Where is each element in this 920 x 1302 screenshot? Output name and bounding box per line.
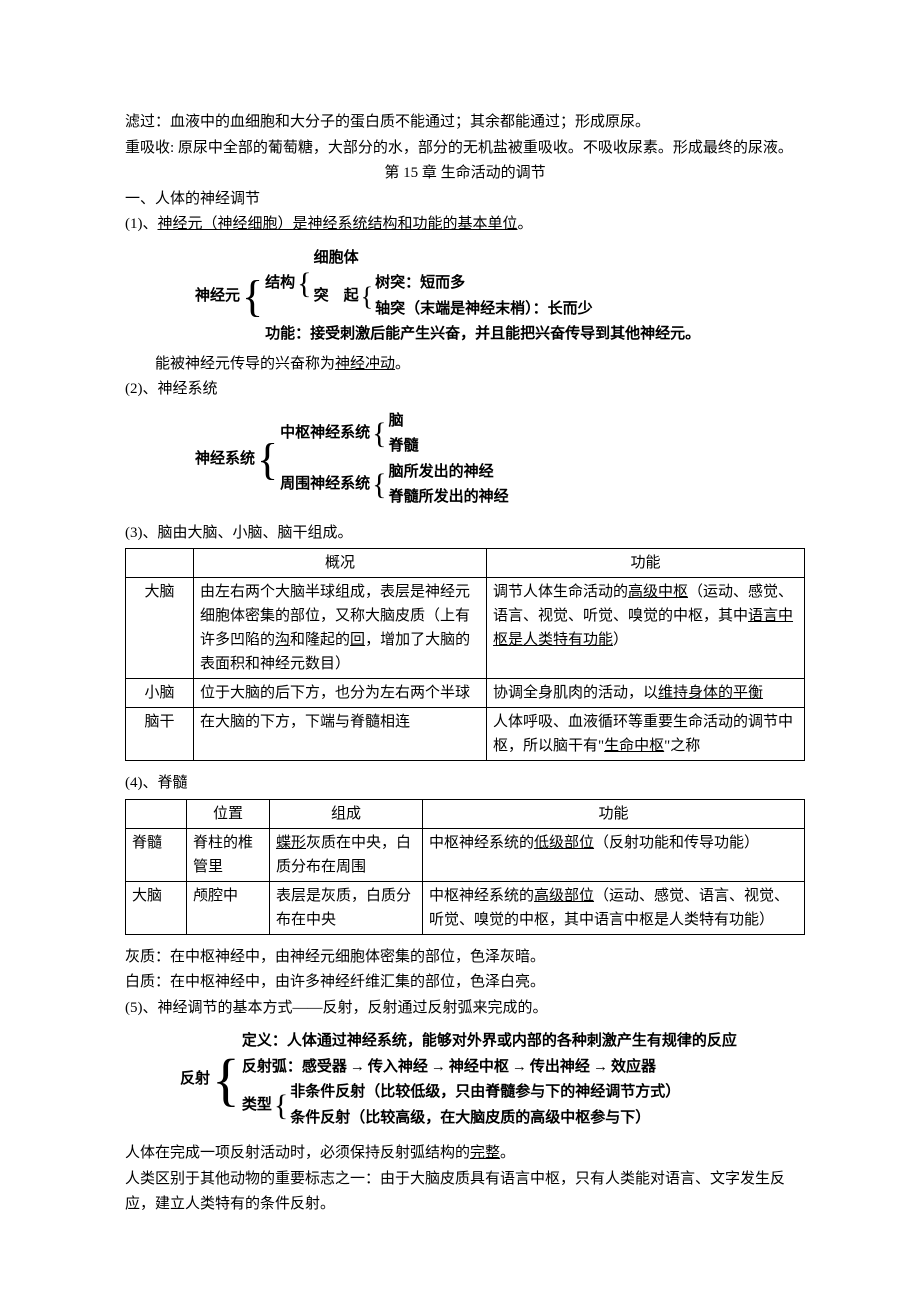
brain-nerves-label: 脑所发出的神经: [389, 460, 509, 486]
t2r2c1: 大脑: [126, 881, 187, 934]
t1r3c2: 在大脑的下方，下端与脊髓相连: [194, 708, 487, 761]
reflex-arc-line: 反射弧： 感受器 → 传入神经 → 神经中枢 → 传出神经 → 效应器: [242, 1055, 737, 1081]
arrow-icon: →: [593, 1055, 608, 1081]
item1-prefix: (1)、: [125, 216, 158, 232]
section-1-item-5: (5)、神经调节的基本方式——反射，反射通过反射弧来完成的。: [125, 996, 805, 1022]
unconditioned-reflex: 非条件反射（比较低级，只由脊髓参与下的神经调节方式）: [290, 1080, 680, 1106]
impulse-underline: 神经冲动: [335, 356, 395, 372]
section-1-item-4: (4)、脊髓: [125, 771, 805, 797]
reflex-bracket-diagram: 反射 { 定义：人体通过神经系统，能够对外界或内部的各种刺激产生有规律的反应 反…: [180, 1029, 805, 1131]
structure-label: 结构: [265, 271, 295, 297]
table-row: 小脑 位于大脑的后下方，也分为左右两个半球 协调全身肌肉的活动，以维持身体的平衡: [126, 679, 805, 708]
t1-h2: 概况: [194, 549, 487, 578]
brace-icon: {: [212, 1051, 240, 1109]
chapter-title: 第 15 章 生命活动的调节: [125, 161, 805, 187]
t1r1c1: 大脑: [126, 578, 194, 679]
intro-line-1: 滤过：血液中的血细胞和大分子的蛋白质不能通过；其余都能通过；形成原尿。: [125, 110, 805, 136]
brain-label: 脑: [389, 409, 419, 435]
arc-center: 神经中枢: [449, 1055, 509, 1081]
brace-icon: {: [257, 438, 278, 482]
spinal-cord-table: 位置 组成 功能 脊髓 脊柱的椎管里 蝶形灰质在中央，白质分布在周围 中枢神经系…: [125, 799, 805, 935]
table-row: 脑干 在大脑的下方，下端与脊髓相连 人体呼吸、血液循环等重要生命活动的调节中枢，…: [126, 708, 805, 761]
t2-h2: 位置: [187, 799, 270, 828]
impulse-pre: 能被神经元传导的兴奋称为: [155, 356, 335, 372]
reflex-root: 反射: [180, 1067, 210, 1093]
intro-line-2: 重吸收: 原尿中全部的葡萄糖，大部分的水，部分的无机盐被重吸收。不吸收尿素。形成…: [125, 136, 805, 162]
nerve-impulse-line: 能被神经元传导的兴奋称为神经冲动。: [125, 352, 805, 378]
nervous-system-root: 神经系统: [195, 447, 255, 473]
arrow-icon: →: [350, 1055, 365, 1081]
t1r2c2: 位于大脑的后下方，也分为左右两个半球: [194, 679, 487, 708]
neuron-bracket-diagram: 神经元 { 结构 { 细胞体 突 起 { 树突：短而多 轴突（末端是神经末梢）：…: [195, 246, 805, 348]
function-label: 功能：接受刺激后能产生兴奋，并且能把兴奋传导到其他神经元。: [265, 322, 700, 348]
gray-matter-line: 灰质：在中枢神经中，由神经元细胞体密集的部位，色泽灰暗。: [125, 945, 805, 971]
t2-h4: 功能: [423, 799, 805, 828]
table-row: 大脑 由左右两个大脑半球组成，表层是神经元细胞体密集的部位，又称大脑皮质（上有许…: [126, 578, 805, 679]
brace-icon: {: [372, 470, 386, 500]
table-row: 大脑 颅腔中 表层是灰质，白质分布在中央 中枢神经系统的高级部位（运动、感觉、语…: [126, 881, 805, 934]
cell-body-label: 细胞体: [314, 246, 593, 272]
t2r2c2: 颅腔中: [187, 881, 270, 934]
conditioned-reflex: 条件反射（比较高级，在大脑皮质的高级中枢参与下）: [290, 1106, 680, 1132]
section-1-heading: 一、人体的神经调节: [125, 187, 805, 213]
table-row: 脊髓 脊柱的椎管里 蝶形灰质在中央，白质分布在周围 中枢神经系统的低级部位（反射…: [126, 828, 805, 881]
brace-icon: {: [274, 1091, 288, 1121]
t2r1c4: 中枢神经系统的低级部位（反射功能和传导功能）: [423, 828, 805, 881]
brace-icon: {: [361, 284, 373, 310]
t1r1c3: 调节人体生命活动的高级中枢（运动、感觉、语言、视觉、听觉、嗅觉的中枢，其中语言中…: [487, 578, 805, 679]
t1r2c1: 小脑: [126, 679, 194, 708]
brace-icon: {: [297, 269, 311, 299]
t1-h3: 功能: [487, 549, 805, 578]
closing-line-2: 人类区别于其他动物的重要标志之一：由于大脑皮质具有语言中枢，只有人类能对语言、文…: [125, 1167, 805, 1218]
arc-afferent: 传入神经: [368, 1055, 428, 1081]
brace-icon: {: [242, 275, 263, 319]
spinal-nerves-label: 脊髓所发出的神经: [389, 485, 509, 511]
t2r2c3: 表层是灰质，白质分布在中央: [270, 881, 423, 934]
arrow-icon: →: [431, 1055, 446, 1081]
t1r3c3: 人体呼吸、血液循环等重要生命活动的调节中枢，所以脑干有"生命中枢"之称: [487, 708, 805, 761]
arc-efferent: 传出神经: [530, 1055, 590, 1081]
t2-h3: 组成: [270, 799, 423, 828]
t1r3c1: 脑干: [126, 708, 194, 761]
t2-h1: [126, 799, 187, 828]
process-label: 突 起: [314, 284, 359, 310]
arc-receptor: 感受器: [302, 1055, 347, 1081]
t1-h1: [126, 549, 194, 578]
t1r1c2: 由左右两个大脑半球组成，表层是神经元细胞体密集的部位，又称大脑皮质（上有许多凹陷…: [194, 578, 487, 679]
dendrite-label: 树突：短而多: [375, 271, 593, 297]
axon-label: 轴突（末端是神经末梢）：长而少: [375, 297, 593, 323]
cns-label: 中枢神经系统: [280, 421, 370, 447]
section-1-item-1: (1)、神经元（神经细胞）是神经系统结构和功能的基本单位。: [125, 212, 805, 238]
t2r1c2: 脊柱的椎管里: [187, 828, 270, 881]
section-1-item-2: (2)、神经系统: [125, 377, 805, 403]
item1-underline: 神经元（神经细胞）是神经系统结构和功能的基本单位: [158, 216, 518, 232]
reflex-definition: 定义：人体通过神经系统，能够对外界或内部的各种刺激产生有规律的反应: [242, 1029, 737, 1055]
impulse-post: 。: [395, 356, 410, 372]
t2r2c4: 中枢神经系统的高级部位（运动、感觉、语言、视觉、听觉、嗅觉的中枢，其中语言中枢是…: [423, 881, 805, 934]
nervous-system-bracket-diagram: 神经系统 { 中枢神经系统 { 脑 脊髓 周围神经系统 { 脑所发出的神经 脊髓…: [195, 409, 805, 511]
arc-effector: 效应器: [611, 1055, 656, 1081]
spinal-cord-label: 脊髓: [389, 434, 419, 460]
section-1-item-3: (3)、脑由大脑、小脑、脑干组成。: [125, 521, 805, 547]
t1r2c3: 协调全身肌肉的活动，以维持身体的平衡: [487, 679, 805, 708]
document-page: 滤过：血液中的血细胞和大分子的蛋白质不能通过；其余都能通过；形成原尿。 重吸收:…: [0, 0, 920, 1302]
reflex-type-label: 类型: [242, 1093, 272, 1119]
pns-label: 周围神经系统: [280, 472, 370, 498]
t2r1c3: 蝶形灰质在中央，白质分布在周围: [270, 828, 423, 881]
brace-icon: {: [372, 419, 386, 449]
t2r1c1: 脊髓: [126, 828, 187, 881]
arrow-icon: →: [512, 1055, 527, 1081]
closing-line-1: 人体在完成一项反射活动时，必须保持反射弧结构的完整。: [125, 1141, 805, 1167]
reflex-arc-label: 反射弧：: [242, 1055, 302, 1081]
white-matter-line: 白质：在中枢神经中，由许多神经纤维汇集的部位，色泽白亮。: [125, 970, 805, 996]
brain-parts-table: 概况 功能 大脑 由左右两个大脑半球组成，表层是神经元细胞体密集的部位，又称大脑…: [125, 548, 805, 761]
item1-suffix: 。: [518, 216, 533, 232]
neuron-root-label: 神经元: [195, 284, 240, 310]
